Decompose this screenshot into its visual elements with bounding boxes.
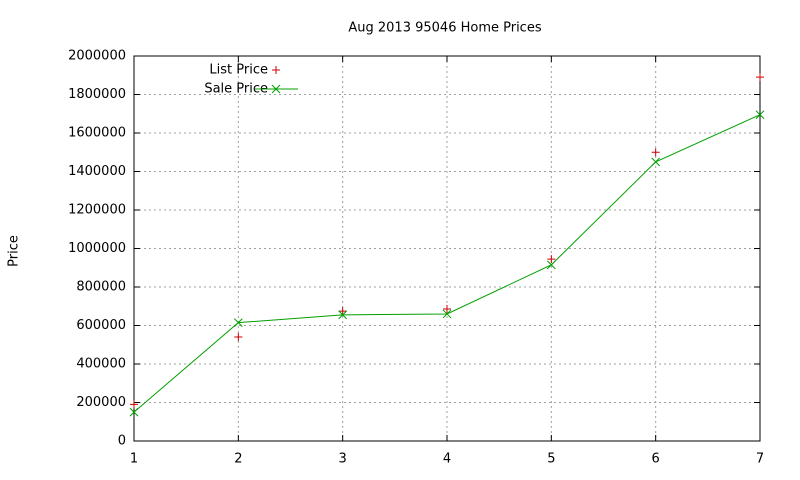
y-tick-label: 1600000: [68, 126, 126, 141]
data-point: [443, 304, 451, 313]
data-point: [233, 318, 243, 327]
y-tick-label: 1200000: [68, 203, 126, 218]
y-axis-label: Price: [7, 235, 22, 267]
data-point: [756, 73, 764, 82]
data-point: [651, 157, 661, 167]
y-tick-label: 1800000: [68, 87, 126, 102]
y-tick-label: 2000000: [68, 49, 126, 64]
data-point: [755, 110, 765, 120]
data-point: [129, 407, 139, 417]
chart-title: Aug 2013 95046 Home Prices: [348, 21, 541, 36]
data-point: [546, 260, 556, 270]
y-tick-label: 800000: [76, 280, 126, 295]
x-tick-label: 1: [130, 452, 138, 467]
x-tick-label: 5: [547, 452, 555, 467]
y-tick-label: 0: [118, 434, 126, 449]
legend-label: Sale Price: [204, 82, 268, 97]
data-point: [130, 400, 138, 409]
x-tick-label: 7: [756, 452, 764, 467]
legend-label: List Price: [209, 63, 268, 78]
y-tick-label: 1000000: [68, 241, 126, 256]
legend-marker: [272, 66, 280, 74]
x-tick-label: 3: [339, 452, 347, 467]
data-point: [338, 310, 348, 320]
y-tick-label: 600000: [76, 318, 126, 333]
data-point: [651, 148, 660, 157]
plot-frame: [133, 55, 761, 442]
data-point: [442, 309, 452, 319]
legend-marker: [271, 84, 281, 94]
x-tick-label: 6: [652, 452, 660, 467]
y-tick-label: 400000: [76, 357, 126, 372]
y-tick-label: 200000: [76, 395, 126, 410]
x-tick-label: 2: [234, 452, 242, 467]
data-point: [547, 255, 556, 264]
x-tick-label: 4: [443, 452, 451, 467]
y-tick-label: 1400000: [68, 164, 126, 179]
data-point: [234, 333, 243, 342]
data-point: [338, 307, 347, 316]
